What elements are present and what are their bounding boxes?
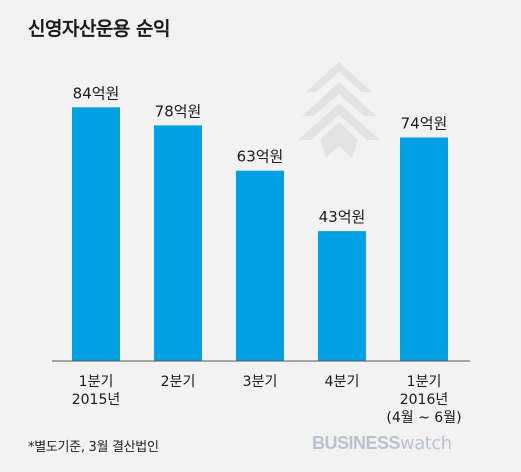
value-label-3: 63억원 — [237, 148, 284, 166]
category-label-5: 1분기 2016년 (4월 ~ 6월) — [386, 374, 461, 426]
bar-2 — [154, 125, 202, 361]
value-label-1: 84억원 — [73, 84, 120, 102]
value-label-4: 43억원 — [319, 208, 366, 226]
category-label-3: 3분기 — [243, 374, 278, 390]
brand-logo: BUSINESSwatch — [312, 433, 452, 454]
chart-title: 신영자산운용 순익 — [28, 18, 170, 40]
value-label-2: 78억원 — [155, 102, 202, 120]
category-label-4: 4분기 — [325, 374, 360, 390]
brand-logo-business: BUSINESS — [312, 433, 401, 453]
bar-5 — [400, 137, 448, 361]
category-label-1: 1분기 2015년 — [72, 374, 121, 408]
brand-logo-watch: watch — [400, 433, 452, 454]
bar-4 — [318, 231, 366, 361]
watermark-tree-icon — [298, 62, 380, 158]
bar-1 — [72, 107, 120, 361]
category-label-2: 2분기 — [161, 374, 196, 390]
value-label-5: 74억원 — [401, 115, 448, 133]
bar-3 — [236, 170, 284, 361]
footnote: *별도기준, 3월 결산법인 — [28, 440, 159, 455]
